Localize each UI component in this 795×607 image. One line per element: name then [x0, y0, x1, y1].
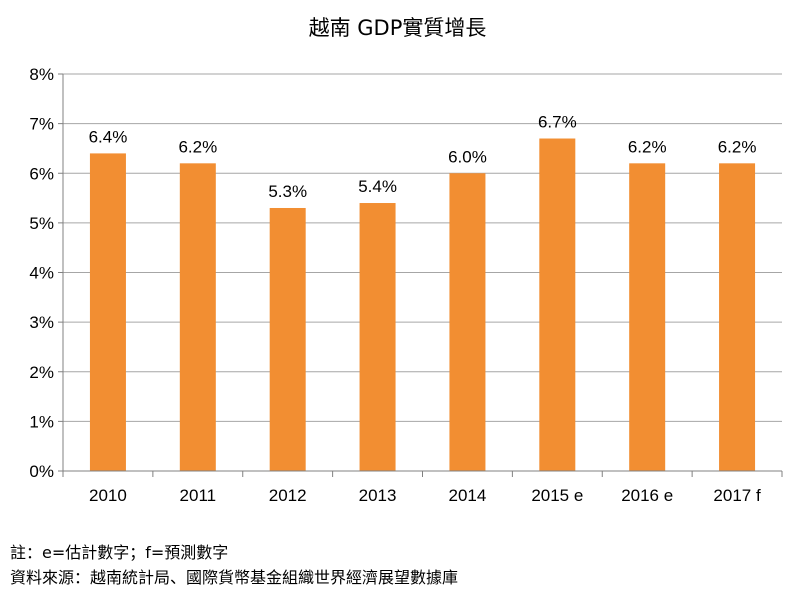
grid-layer — [63, 73, 782, 422]
bar-layer — [89, 138, 756, 472]
y-tick-label: 4% — [29, 264, 54, 283]
y-tick-label: 3% — [29, 313, 54, 332]
y-tick-label: 6% — [29, 164, 54, 183]
y-tick-label: 5% — [29, 214, 54, 233]
bar — [539, 138, 576, 471]
x-tick-label: 2011 — [180, 486, 217, 505]
y-tick-label: 7% — [29, 115, 54, 134]
y-tick-label: 2% — [29, 363, 54, 382]
y-tick-label: 1% — [29, 412, 54, 431]
x-tick-label: 2017 f — [713, 486, 761, 505]
bar — [359, 203, 396, 471]
label-layer: 6.4% 6.2% 5.3% 5.4% 6.0% 6.7% 6.2% 6.2% — [89, 113, 757, 201]
data-label: 6.7% — [538, 113, 577, 132]
data-label: 6.4% — [89, 127, 128, 146]
data-label: 5.4% — [358, 177, 397, 196]
data-label: 6.2% — [178, 137, 217, 156]
x-tick-label: 2016 e — [621, 486, 673, 505]
bar — [179, 163, 216, 471]
bar — [449, 173, 486, 471]
x-tick-label: 2012 — [269, 486, 307, 505]
x-tick-label: 2015 e — [531, 486, 583, 505]
y-tick-label: 8% — [29, 65, 54, 84]
bar — [719, 163, 756, 471]
data-label: 5.3% — [268, 182, 307, 201]
x-tick-label: 2014 — [449, 486, 487, 505]
chart-notes: 註：e=估計數字；f=預測數字 資料來源：越南統計局、國際貨幣基金組織世界經濟展… — [10, 540, 780, 590]
chart-title: 越南 GDP實質增長 — [308, 16, 487, 40]
bar — [629, 163, 666, 471]
y-tick-label: 0% — [29, 462, 54, 481]
axis-layer: 0% 1% 2% 3% 4% 5% 6% 7% 8% 2010 2011 2012 2013 2014 20… — [29, 65, 783, 505]
bar — [269, 207, 306, 472]
x-tick-label: 2013 — [359, 486, 397, 505]
x-tick-label: 2010 — [89, 486, 127, 505]
note-estimate: 註：e=估計數字；f=預測數字 — [10, 543, 229, 562]
data-label: 6.2% — [628, 137, 667, 156]
data-label: 6.0% — [448, 147, 487, 166]
data-label: 6.2% — [718, 137, 757, 156]
source-note: 資料來源：越南統計局、國際貨幣基金組織世界經濟展望數據庫 — [10, 568, 459, 587]
bar — [89, 153, 126, 471]
